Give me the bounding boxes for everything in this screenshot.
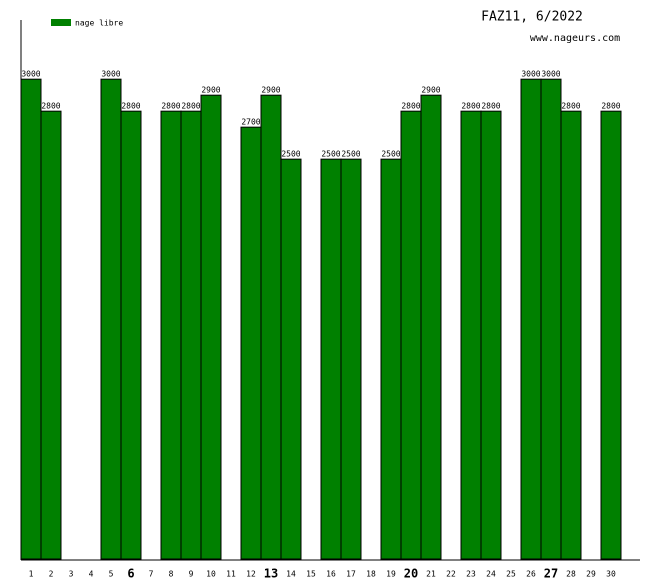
bar	[320, 158, 342, 560]
x-tick-label: 8	[169, 570, 174, 579]
x-tick-label: 14	[286, 570, 296, 579]
bar	[20, 78, 42, 560]
value-label: 2800	[41, 102, 60, 111]
x-tick-label: 28	[566, 570, 576, 579]
value-label: 2800	[561, 102, 580, 111]
bar	[280, 158, 302, 560]
x-tick-label: 25	[506, 570, 516, 579]
bar	[100, 78, 122, 560]
value-label: 2900	[201, 86, 220, 95]
bar	[600, 110, 622, 560]
bar	[560, 110, 582, 560]
bar	[540, 78, 562, 560]
value-label: 2800	[161, 102, 180, 111]
value-label: 2800	[401, 102, 420, 111]
x-tick-label: 1	[29, 570, 34, 579]
chart-title: FAZ11, 6/2022	[481, 10, 583, 25]
bar	[380, 158, 402, 560]
value-label: 2800	[181, 102, 200, 111]
value-label: 2800	[461, 102, 480, 111]
x-tick-label: 24	[486, 570, 496, 579]
bar	[340, 158, 362, 560]
x-tick-label: 3	[69, 570, 74, 579]
bar	[40, 110, 62, 560]
bar	[120, 110, 142, 560]
x-tick-label: 4	[89, 570, 94, 579]
x-tick-label: 29	[586, 570, 596, 579]
x-tick-label: 27	[544, 567, 558, 580]
bar	[420, 94, 442, 560]
x-tick-label: 18	[366, 570, 376, 579]
x-tick-label: 21	[426, 570, 436, 579]
bar	[240, 126, 262, 560]
bar	[180, 110, 202, 560]
value-label: 2500	[381, 150, 400, 159]
value-label: 2900	[421, 86, 440, 95]
value-label: 2800	[601, 102, 620, 111]
value-label: 2700	[241, 118, 260, 127]
x-tick-label: 20	[404, 567, 418, 580]
value-label: 2800	[481, 102, 500, 111]
value-label: 2500	[341, 150, 360, 159]
x-tick-label: 6	[127, 567, 134, 580]
x-tick-label: 11	[226, 570, 236, 579]
value-label: 3000	[101, 70, 120, 79]
value-label: 2500	[321, 150, 340, 159]
bar	[200, 94, 222, 560]
bar	[160, 110, 182, 560]
value-label: 3000	[521, 70, 540, 79]
bar	[400, 110, 422, 560]
bar	[460, 110, 482, 560]
x-tick-label: 9	[189, 570, 194, 579]
x-tick-label: 19	[386, 570, 396, 579]
x-tick-label: 10	[206, 570, 216, 579]
bar	[260, 94, 282, 560]
value-label: 2800	[121, 102, 140, 111]
x-tick-label: 17	[346, 570, 356, 579]
x-tick-label: 5	[109, 570, 114, 579]
value-label: 3000	[541, 70, 560, 79]
x-tick-label: 16	[326, 570, 336, 579]
x-tick-label: 2	[49, 570, 54, 579]
chart-subtitle: www.nageurs.com	[530, 33, 620, 44]
value-label: 2500	[281, 150, 300, 159]
x-tick-label: 15	[306, 570, 316, 579]
x-tick-label: 22	[446, 570, 456, 579]
value-label: 2900	[261, 86, 280, 95]
x-tick-label: 26	[526, 570, 536, 579]
bar	[520, 78, 542, 560]
bar	[480, 110, 502, 560]
x-tick-label: 30	[606, 570, 616, 579]
x-tick-label: 13	[264, 567, 278, 580]
legend-swatch	[51, 19, 71, 26]
x-tick-label: 7	[149, 570, 154, 579]
legend-label: nage libre	[75, 19, 123, 28]
x-tick-label: 12	[246, 570, 256, 579]
value-label: 3000	[21, 70, 40, 79]
x-tick-label: 23	[466, 570, 476, 579]
